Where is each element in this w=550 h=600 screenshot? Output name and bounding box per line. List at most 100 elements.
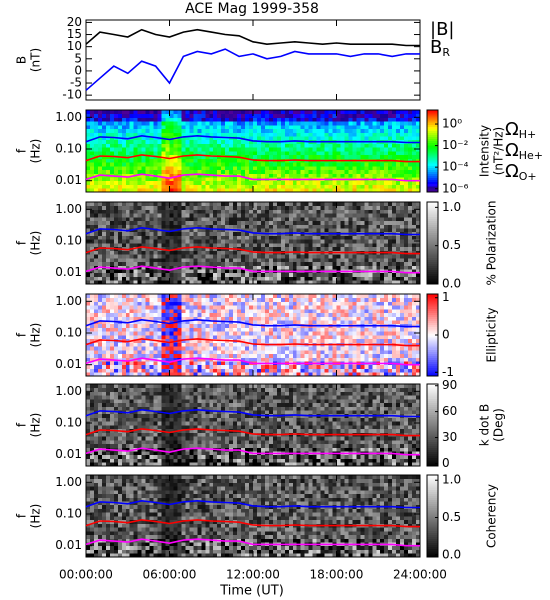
colorbar-label: (nT²/Hz) <box>492 127 506 175</box>
spectrogram-cell <box>89 331 95 336</box>
spectrogram-cell <box>173 346 178 351</box>
spectrogram-cell <box>324 180 329 185</box>
spectrogram-cell <box>260 294 266 299</box>
spectrogram-cell <box>241 372 246 377</box>
spectrogram-cell <box>185 243 190 248</box>
spectrogram-cell <box>221 361 226 366</box>
spectrogram-cell <box>249 180 254 185</box>
spectrogram-cell <box>260 136 266 141</box>
spectrogram-cell <box>221 243 226 248</box>
spectrogram-cell <box>364 151 369 156</box>
spectrogram-cell <box>217 132 222 137</box>
spectrogram-cell <box>193 335 198 340</box>
spectrogram-cell <box>133 239 139 244</box>
spectrogram-cell <box>157 139 162 144</box>
spectrogram-cell <box>145 316 151 321</box>
spectrogram-cell <box>189 184 194 189</box>
spectrogram-cell <box>86 320 91 325</box>
spectrogram-cell <box>113 331 119 336</box>
spectrogram-cell <box>256 180 262 185</box>
spectrogram-cell <box>392 110 397 115</box>
spectrogram-cell <box>288 228 294 233</box>
colorbar-cell <box>427 157 438 160</box>
spectrogram-cell <box>197 246 202 251</box>
spectrogram-cell <box>189 173 194 178</box>
spectrogram-cell <box>328 162 333 167</box>
spectrogram-cell <box>272 154 278 159</box>
spectrogram-cell <box>324 165 329 171</box>
spectrogram-cell <box>249 139 254 144</box>
spectrogram-cell <box>121 331 127 336</box>
spectrogram-cell <box>300 165 306 171</box>
spectrogram-cell <box>157 316 162 321</box>
spectrogram-cell <box>217 276 222 281</box>
spectrogram-cell <box>245 349 250 355</box>
spectrogram-cell <box>245 202 250 207</box>
spectrogram-cell <box>408 216 413 222</box>
colorbar-cell <box>427 251 438 254</box>
spectrogram-cell <box>145 327 151 332</box>
spectrogram-cell <box>161 180 166 185</box>
spectrogram-cell <box>237 250 242 255</box>
y-tick-label: 0.10 <box>55 142 82 156</box>
spectrogram-cell <box>400 110 405 115</box>
spectrogram-cell <box>169 294 174 299</box>
spectrogram-cell <box>300 128 306 133</box>
spectrogram-cell <box>121 139 127 144</box>
spectrogram-cell <box>217 216 222 222</box>
spectrogram-cell <box>233 169 238 174</box>
spectrogram-cell <box>121 364 127 369</box>
spectrogram-cell <box>145 308 151 314</box>
spectrogram-cell <box>105 368 111 373</box>
spectrogram-cell <box>268 280 274 285</box>
spectrogram-cell <box>117 254 123 259</box>
spectrogram-cell <box>125 349 131 355</box>
spectrogram-cell <box>249 323 254 328</box>
spectrogram-cell <box>133 169 139 174</box>
spectrogram-cell <box>308 154 314 159</box>
spectrogram-cell <box>408 177 413 182</box>
spectrogram-cell <box>121 301 127 306</box>
spectrogram-cell <box>153 235 158 240</box>
spectrogram-cell <box>117 294 123 299</box>
spectrogram-cell <box>185 349 190 355</box>
spectrogram-cell <box>141 139 147 144</box>
spectrogram-cell <box>181 235 186 240</box>
spectrogram-cell <box>280 335 286 340</box>
spectrogram-cell <box>225 188 230 193</box>
spectrogram-cell <box>268 188 274 193</box>
spectrogram-cell <box>328 173 333 178</box>
spectrogram-cell <box>348 205 353 210</box>
spectrogram-cell <box>412 228 417 233</box>
spectrogram-cell <box>233 269 238 274</box>
spectrogram-cell <box>256 117 262 122</box>
spectrogram-cell <box>201 202 206 207</box>
spectrogram-cell <box>213 261 218 266</box>
spectrogram-cell <box>264 243 270 248</box>
spectrogram-cell <box>133 162 139 167</box>
spectrogram-cell <box>193 323 198 328</box>
spectrogram-cell <box>328 239 333 244</box>
spectrogram-cell <box>181 353 186 358</box>
spectrogram-cell <box>356 272 361 277</box>
spectrogram-cell <box>245 297 250 302</box>
spectrogram-cell <box>173 158 178 163</box>
spectrogram-cell <box>93 254 99 259</box>
spectrogram-cell <box>105 224 111 229</box>
spectrogram-cell <box>113 235 119 240</box>
spectrogram-cell <box>177 305 182 310</box>
spectrogram-cell <box>332 154 337 159</box>
spectrogram-cell <box>221 177 226 182</box>
spectrogram-cell <box>324 228 329 233</box>
spectrogram-cell <box>348 239 353 244</box>
spectrogram-cell <box>260 228 266 233</box>
spectrogram-cell <box>109 316 115 321</box>
spectrogram-cell <box>205 224 210 229</box>
spectrogram-cell <box>292 117 298 122</box>
spectrogram-cell <box>300 117 306 122</box>
spectrogram-cell <box>86 368 91 373</box>
spectrogram-cell <box>253 357 258 362</box>
spectrogram-cell <box>129 205 135 210</box>
spectrogram-cell <box>153 327 158 332</box>
spectrogram-cell <box>368 261 373 266</box>
